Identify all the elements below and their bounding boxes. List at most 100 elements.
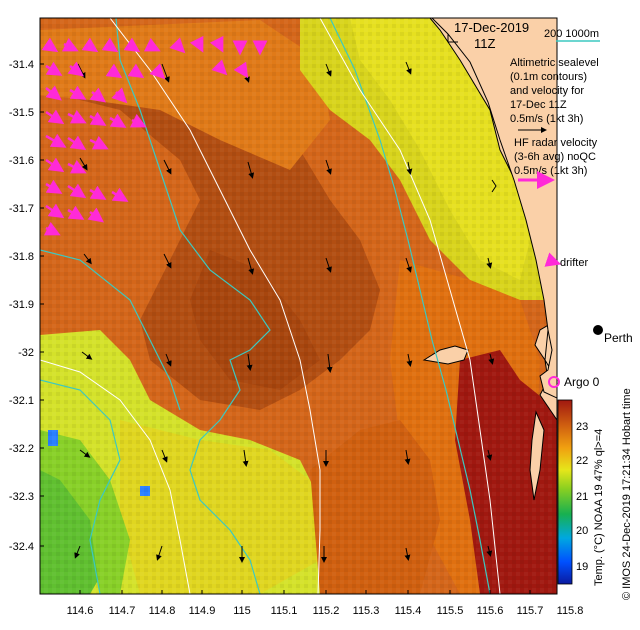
sealevel-contour-2 bbox=[319, 18, 501, 594]
colorbar-ticks: 23 22 21 20 19 bbox=[576, 421, 588, 573]
hf-arrow bbox=[127, 63, 145, 79]
hf-arrow bbox=[67, 109, 87, 124]
colorbar-tick-label: 20 bbox=[576, 525, 588, 537]
hf-arrow bbox=[89, 185, 107, 200]
plot-area bbox=[40, 18, 557, 594]
pixel-texture bbox=[40, 18, 557, 594]
hf-radar-arrows bbox=[41, 35, 268, 236]
altimetry-legend-line-3: and velocity for bbox=[510, 85, 584, 97]
y-axis-labels: -31.4 -31.5 -31.6 -31.7 -31.8 -31.9 -32 … bbox=[9, 59, 34, 553]
x-tick-label: 115.1 bbox=[271, 605, 298, 617]
x-tick-label: 115.3 bbox=[353, 605, 380, 617]
x-tick-label: 114.9 bbox=[189, 605, 216, 617]
altimetry-arrow bbox=[325, 257, 332, 273]
sealevel-contour-1 bbox=[109, 18, 321, 594]
legend: 17-Dec-2019 11Z 200 1000m Altimetric sea… bbox=[447, 20, 633, 389]
hf-legend-line-1: HF radar velocity bbox=[514, 137, 598, 149]
altimetry-arrows bbox=[74, 61, 495, 563]
colorbar-tick-label: 21 bbox=[576, 491, 588, 503]
hf-arrow bbox=[45, 133, 67, 148]
x-tick-label: 115 bbox=[233, 605, 251, 617]
altimetry-arrow bbox=[246, 353, 253, 371]
hf-arrow bbox=[233, 61, 249, 79]
altimetry-arrow bbox=[404, 449, 411, 465]
drifter-legend-icon bbox=[544, 252, 562, 267]
hf-arrow bbox=[109, 113, 127, 128]
hf-arrow bbox=[111, 187, 129, 202]
mainland bbox=[431, 18, 557, 399]
plot-frame bbox=[39, 17, 558, 595]
altimetry-arrow bbox=[325, 63, 332, 77]
drifter-track bbox=[491, 179, 497, 193]
rottnest-island bbox=[422, 345, 469, 365]
x-tick-label: 115.4 bbox=[395, 605, 422, 617]
hf-arrow bbox=[89, 111, 107, 126]
altimetry-arrow bbox=[404, 547, 411, 561]
x-tick-label: 114.7 bbox=[109, 605, 136, 617]
bathymetry-1000m bbox=[115, 18, 271, 594]
bathy-legend-label: 200 1000m bbox=[544, 28, 599, 40]
hf-arrow bbox=[89, 87, 106, 103]
x-tick-label: 114.8 bbox=[149, 605, 176, 617]
hf-arrow bbox=[143, 37, 161, 52]
hf-arrow bbox=[45, 157, 65, 173]
argo-marker-icon bbox=[548, 376, 560, 388]
colorbar: 23 22 21 20 19 Temp. (°C) NOAA 19 47% ql… bbox=[557, 399, 605, 586]
y-ticks bbox=[40, 63, 44, 547]
altimetry-legend-line-4: 17-Dec 11Z bbox=[510, 99, 567, 111]
y-tick-label: -31.4 bbox=[9, 59, 34, 71]
y-tick-label: -32.4 bbox=[9, 541, 34, 553]
bathymetry-extra bbox=[40, 249, 181, 411]
garden-island bbox=[529, 410, 545, 501]
altimetry-arrow bbox=[161, 449, 168, 463]
colorbar-tick-label: 19 bbox=[576, 561, 588, 573]
hf-arrow bbox=[69, 85, 87, 100]
credit-label: © IMOS 24-Dec-2019 17:21:34 Hobart time bbox=[621, 388, 633, 600]
date-label: 17-Dec-2019 bbox=[454, 20, 529, 35]
hf-arrow bbox=[67, 205, 85, 220]
altimetry-arrow bbox=[247, 257, 255, 275]
x-tick-label: 115.6 bbox=[477, 605, 504, 617]
hf-arrow bbox=[61, 37, 79, 52]
time-label: 11Z bbox=[474, 36, 495, 51]
y-tick-label: -32.2 bbox=[9, 443, 34, 455]
altimetry-arrow bbox=[488, 353, 495, 365]
x-tick-label: 115.5 bbox=[437, 605, 464, 617]
hf-arrow bbox=[209, 35, 224, 53]
hf-arrow bbox=[123, 37, 141, 53]
x-axis-labels: 114.6 114.7 114.8 114.9 115 115.1 115.2 … bbox=[67, 605, 584, 617]
hf-arrow bbox=[211, 59, 228, 76]
colorbar-tick-label: 22 bbox=[576, 455, 588, 467]
altimetry-legend-line-1: Altimetric sealevel bbox=[510, 57, 599, 69]
hf-arrow bbox=[45, 203, 65, 219]
hf-arrow bbox=[189, 35, 204, 53]
altimetry-arrow bbox=[156, 545, 163, 561]
hf-legend-line-2: (3-6h avg) noQC bbox=[514, 151, 596, 163]
hf-arrow bbox=[149, 63, 166, 80]
hf-arrow bbox=[129, 113, 147, 128]
y-tick-label: -32 bbox=[18, 347, 34, 359]
hf-arrow bbox=[89, 135, 109, 150]
altimetry-arrow bbox=[405, 61, 412, 75]
y-tick-label: -32.1 bbox=[9, 395, 34, 407]
altimetry-arrow bbox=[165, 353, 172, 367]
altimetry-arrow bbox=[486, 545, 493, 557]
altimetry-arrow bbox=[486, 257, 493, 269]
city-marker-icon bbox=[593, 325, 603, 335]
y-tick-label: -31.9 bbox=[9, 299, 34, 311]
altimetry-arrow bbox=[163, 253, 172, 269]
hf-arrow bbox=[41, 37, 59, 53]
hf-arrow bbox=[169, 37, 186, 54]
y-tick-label: -31.5 bbox=[9, 107, 34, 119]
hf-arrow bbox=[67, 183, 87, 199]
hf-arrow bbox=[45, 179, 63, 194]
hf-arrow bbox=[111, 87, 128, 104]
y-tick-label: -31.7 bbox=[9, 203, 34, 215]
altimetry-arrow bbox=[163, 159, 172, 175]
altimetry-legend-line-2: (0.1m contours) bbox=[510, 71, 587, 83]
bathymetry-1000m-b bbox=[40, 379, 121, 594]
bathymetry-200m bbox=[329, 18, 491, 594]
y-tick-label: -32.3 bbox=[9, 491, 34, 503]
altimetry-arrow bbox=[79, 449, 91, 458]
